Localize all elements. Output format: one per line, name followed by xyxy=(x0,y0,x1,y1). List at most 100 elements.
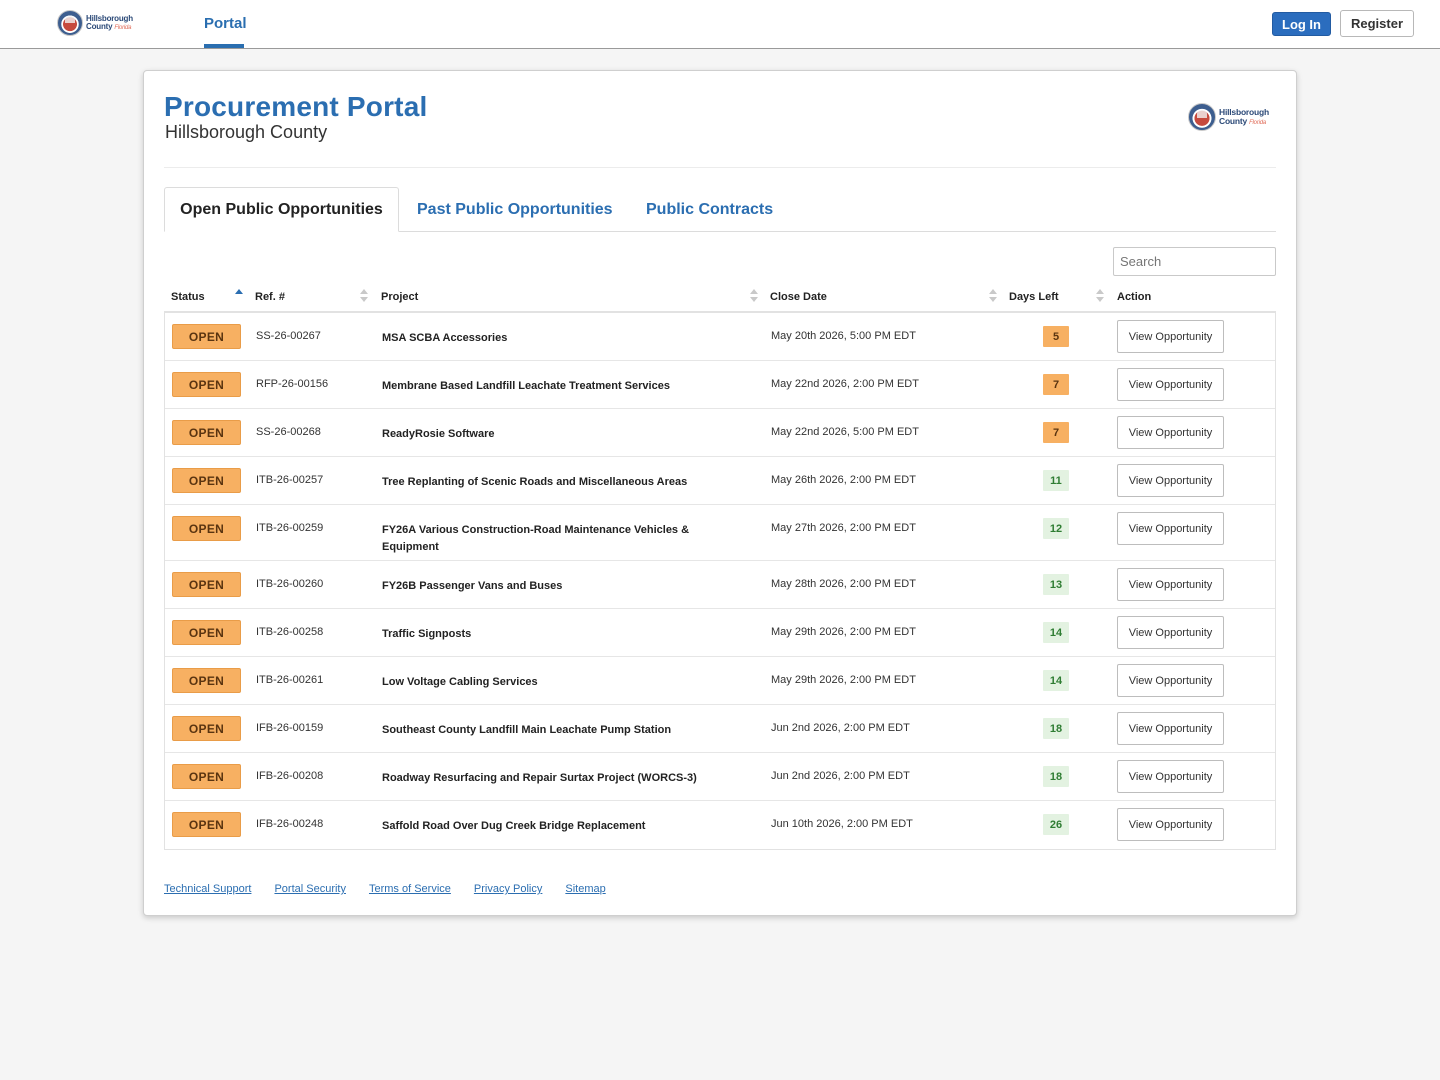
tab-open-public-opportunities[interactable]: Open Public Opportunities xyxy=(164,187,399,232)
days-left-badge: 14 xyxy=(1043,622,1069,643)
ref-number: ITB-26-00257 xyxy=(256,474,324,486)
project-name: Southeast County Landfill Main Leachate … xyxy=(382,724,672,736)
table-row: OPEN IFB-26-00159 Southeast County Landfil… xyxy=(165,705,1275,753)
view-opportunity-button[interactable]: View Opportunity xyxy=(1117,616,1224,649)
footer-link-privacy-policy[interactable]: Privacy Policy xyxy=(473,883,543,895)
project-name: Low Voltage Cabling Services xyxy=(382,676,538,688)
footer-link-terms-of-service[interactable]: Terms of Service xyxy=(368,883,451,895)
sort-asc-icon[interactable] xyxy=(235,289,243,305)
card-county-logo: Hillsborough County Florida xyxy=(1188,103,1269,131)
column-header-project[interactable]: Project xyxy=(381,291,419,303)
page-subtitle: Hillsborough County xyxy=(165,122,328,142)
close-date: May 22nd 2026, 2:00 PM EDT xyxy=(771,378,919,390)
days-left-badge: 18 xyxy=(1043,718,1069,739)
main-card: Procurement Portal Hillsborough County H… xyxy=(143,70,1297,916)
view-opportunity-button[interactable]: View Opportunity xyxy=(1117,760,1224,793)
project-name: MSA SCBA Accessories xyxy=(382,332,508,344)
close-date: May 20th 2026, 5:00 PM EDT xyxy=(771,330,916,342)
footer-link-technical-support[interactable]: Technical Support xyxy=(164,883,252,895)
project-name: Saffold Road Over Dug Creek Bridge Repla… xyxy=(382,820,646,832)
days-left-badge: 26 xyxy=(1043,814,1069,835)
footer-links: Technical Support Portal Security Terms of… xyxy=(164,883,606,895)
days-left-badge: 5 xyxy=(1043,326,1069,347)
close-date: Jun 10th 2026, 2:00 PM EDT xyxy=(771,818,913,830)
ref-number: ITB-26-00258 xyxy=(256,626,324,638)
nav-portal-link[interactable]: Portal xyxy=(204,15,247,32)
status-badge: OPEN xyxy=(172,812,241,837)
ref-number: ITB-26-00260 xyxy=(256,578,324,590)
close-date: May 29th 2026, 2:00 PM EDT xyxy=(771,626,916,638)
footer-link-portal-security[interactable]: Portal Security xyxy=(274,883,346,895)
table-row: OPEN IFB-26-00208 Roadway Resurfacing and … xyxy=(165,753,1275,801)
status-badge: OPEN xyxy=(172,324,241,349)
view-opportunity-button[interactable]: View Opportunity xyxy=(1117,512,1224,545)
project-name: Membrane Based Landfill Leachate Treatme… xyxy=(382,380,670,392)
column-header-days-left[interactable]: Days Left xyxy=(1009,291,1059,303)
view-opportunity-button[interactable]: View Opportunity xyxy=(1117,368,1224,401)
close-date: May 26th 2026, 2:00 PM EDT xyxy=(771,474,916,486)
status-badge: OPEN xyxy=(172,572,241,597)
county-seal-icon xyxy=(57,10,83,36)
column-header-status[interactable]: Status xyxy=(171,291,205,303)
view-opportunity-button[interactable]: View Opportunity xyxy=(1117,808,1224,841)
sort-icon[interactable] xyxy=(360,289,368,305)
view-opportunity-button[interactable]: View Opportunity xyxy=(1117,568,1224,601)
column-header-close-date[interactable]: Close Date xyxy=(770,291,827,303)
ref-number: RFP-26-00156 xyxy=(256,378,329,390)
days-left-badge: 11 xyxy=(1043,470,1069,491)
close-date: Jun 2nd 2026, 2:00 PM EDT xyxy=(771,770,910,782)
page-title: Procurement Portal xyxy=(164,91,428,122)
project-name: Roadway Resurfacing and Repair Surtax Pr… xyxy=(382,772,697,784)
table-row: OPEN ITB-26-00260 FY26B Passenger Vans and… xyxy=(165,561,1275,609)
status-badge: OPEN xyxy=(172,516,241,541)
opportunities-table-body: OPEN SS-26-00267 MSA SCBA Accessories May 2… xyxy=(164,313,1276,850)
table-row: OPEN ITB-26-00259 FY26A Various Constructi… xyxy=(165,505,1275,561)
ref-number: IFB-26-00248 xyxy=(256,818,324,830)
table-row: OPEN SS-26-00267 MSA SCBA Accessories May 2… xyxy=(165,313,1275,361)
close-date: May 22nd 2026, 5:00 PM EDT xyxy=(771,426,919,438)
table-row: OPEN ITB-26-00258 Traffic Signposts May 29t… xyxy=(165,609,1275,657)
view-opportunity-button[interactable]: View Opportunity xyxy=(1117,464,1224,497)
title-divider xyxy=(164,167,1276,168)
view-opportunity-button[interactable]: View Opportunity xyxy=(1117,416,1224,449)
days-left-badge: 13 xyxy=(1043,574,1069,595)
ref-number: ITB-26-00259 xyxy=(256,522,324,534)
table-header: Status Ref. # Project Close Date Days Le… xyxy=(164,283,1276,313)
status-badge: OPEN xyxy=(172,620,241,645)
status-badge: OPEN xyxy=(172,716,241,741)
project-name: ReadyRosie Software xyxy=(382,428,495,440)
status-badge: OPEN xyxy=(172,372,241,397)
register-button[interactable]: Register xyxy=(1340,10,1414,37)
ref-number: ITB-26-00261 xyxy=(256,674,324,686)
project-name: FY26A Various Construction-Road Maintena… xyxy=(382,524,690,553)
logo-text-line2: County Florida xyxy=(86,22,132,32)
tab-past-public-opportunities[interactable]: Past Public Opportunities xyxy=(417,200,613,218)
county-logo[interactable]: Hillsborough County Florida xyxy=(57,10,133,36)
table-row: OPEN IFB-26-00248 Saffold Road Over Dug Cr… xyxy=(165,801,1275,849)
close-date: May 29th 2026, 2:00 PM EDT xyxy=(771,674,916,686)
column-header-action: Action xyxy=(1117,291,1152,303)
sort-icon[interactable] xyxy=(989,289,997,305)
status-badge: OPEN xyxy=(172,668,241,693)
table-row: OPEN RFP-26-00156 Membrane Based Landfill … xyxy=(165,361,1275,409)
login-button[interactable]: Log In xyxy=(1272,12,1331,36)
footer-link-sitemap[interactable]: Sitemap xyxy=(565,883,606,895)
status-badge: OPEN xyxy=(172,764,241,789)
sort-icon[interactable] xyxy=(750,289,758,305)
column-header-ref[interactable]: Ref. # xyxy=(255,291,285,303)
search-input[interactable] xyxy=(1113,247,1276,276)
view-opportunity-button[interactable]: View Opportunity xyxy=(1117,320,1224,353)
ref-number: IFB-26-00159 xyxy=(256,722,324,734)
ref-number: SS-26-00267 xyxy=(256,330,321,342)
ref-number: IFB-26-00208 xyxy=(256,770,324,782)
project-name: Tree Replanting of Scenic Roads and Misc… xyxy=(382,476,688,488)
days-left-badge: 12 xyxy=(1043,518,1069,539)
sort-icon[interactable] xyxy=(1096,289,1104,305)
days-left-badge: 18 xyxy=(1043,766,1069,787)
tab-public-contracts[interactable]: Public Contracts xyxy=(646,200,774,218)
table-row: OPEN ITB-26-00261 Low Voltage Cabling Serv… xyxy=(165,657,1275,705)
view-opportunity-button[interactable]: View Opportunity xyxy=(1117,712,1224,745)
project-name: Traffic Signposts xyxy=(382,628,472,640)
view-opportunity-button[interactable]: View Opportunity xyxy=(1117,664,1224,697)
logo-text-line1: Hillsborough xyxy=(86,14,133,23)
